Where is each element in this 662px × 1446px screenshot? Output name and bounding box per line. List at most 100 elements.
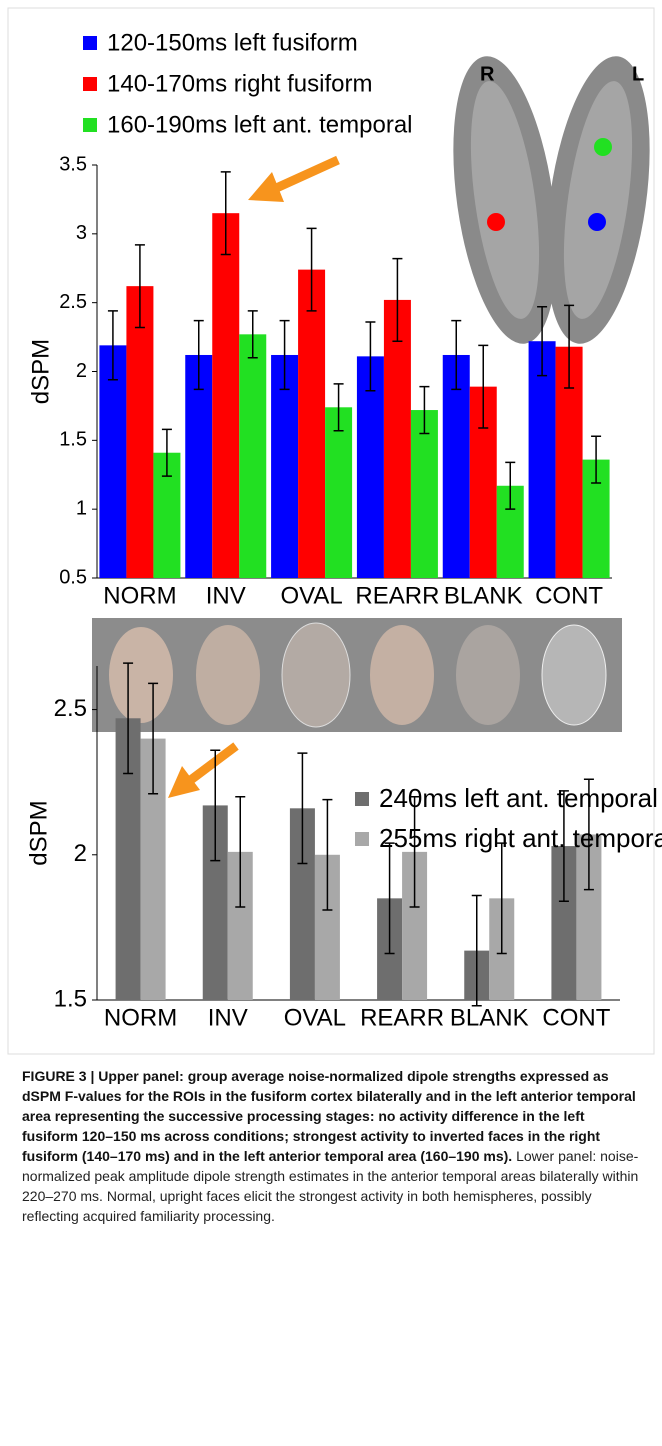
error-bar	[419, 385, 430, 435]
figure-border	[7, 7, 655, 1055]
brain: R L	[453, 56, 650, 344]
legend-label: 120-150ms left fusiform	[107, 29, 358, 56]
bar	[410, 410, 438, 578]
x-tick-label: INV	[208, 1004, 248, 1031]
bar	[185, 354, 213, 578]
error-bar	[235, 795, 246, 908]
x-tick-label: NORM	[103, 582, 176, 609]
bar	[442, 354, 470, 578]
face	[109, 627, 173, 723]
brain-fold	[470, 81, 540, 319]
error-bar	[558, 790, 569, 903]
bar	[298, 269, 326, 578]
legend-swatch	[83, 118, 97, 132]
error-bar	[210, 749, 221, 862]
arrow-head	[248, 172, 284, 202]
caption-bold: FIGURE 3 | Upper panel: group average no…	[22, 1068, 636, 1164]
y-tick-label: 2.5	[59, 291, 87, 313]
error-bar	[220, 171, 231, 256]
bar	[383, 299, 411, 578]
y-tick-label: 2	[76, 360, 87, 382]
face	[196, 625, 260, 725]
error-bar	[409, 795, 420, 908]
bar	[126, 286, 154, 578]
error-bar	[148, 682, 159, 795]
y-tick-label: 2	[74, 840, 87, 867]
x-tick-label: BLANK	[450, 1004, 529, 1031]
y-tick-label: 1.5	[54, 985, 87, 1012]
y-tick-label: 2.5	[54, 695, 87, 722]
caption: FIGURE 3 | Upper panel: group average no…	[22, 1066, 642, 1226]
error-bar	[134, 244, 145, 329]
face	[370, 625, 434, 725]
error-bar	[297, 752, 308, 865]
caption-text: Lower panel: noise-normalized peak ampli…	[22, 1148, 639, 1224]
x-tick-label: OVAL	[284, 1004, 346, 1031]
error-bar	[583, 778, 594, 891]
arrow	[168, 155, 340, 798]
faces-background	[92, 618, 622, 732]
roi-dot	[594, 138, 612, 156]
legend-label: 255ms right ant. temporal	[379, 823, 662, 853]
error-bar	[279, 319, 290, 391]
x-tick-label: OVAL	[280, 582, 342, 609]
bar	[239, 334, 267, 578]
arrow-head	[168, 766, 200, 798]
error-bar	[306, 227, 317, 312]
error-bar	[392, 257, 403, 342]
bar	[528, 341, 556, 578]
error-bar	[247, 310, 258, 359]
bar	[99, 345, 127, 578]
face	[456, 625, 520, 725]
x-tick-label: NORM	[104, 1004, 177, 1031]
y-tick-label: 0.5	[59, 566, 87, 588]
faces-strip	[92, 618, 622, 732]
y-tick-label: 3.5	[59, 153, 87, 175]
error-bar	[478, 344, 489, 429]
error-bar	[471, 894, 482, 1007]
y-axis-label: dSPM	[25, 800, 52, 865]
bar	[271, 354, 299, 578]
roi-dot	[487, 213, 505, 231]
error-bar	[107, 310, 118, 381]
y-tick-label: 3	[76, 222, 87, 244]
face	[281, 622, 351, 728]
error-bar	[505, 461, 516, 510]
error-bar	[564, 304, 575, 389]
legend-label: 140-170ms right fusiform	[107, 70, 372, 97]
error-bar	[161, 428, 172, 477]
legend-swatch	[355, 792, 369, 806]
bar	[356, 356, 384, 578]
error-bar	[333, 383, 344, 432]
x-tick-label: CONT	[535, 582, 603, 609]
arrow-shaft	[185, 742, 239, 786]
face	[541, 624, 607, 726]
legend-label: 240ms left ant. temporal	[379, 783, 658, 813]
bar	[212, 213, 240, 578]
x-tick-label: REARR	[360, 1004, 444, 1031]
brain-fold	[563, 81, 633, 319]
error-bar	[123, 662, 134, 775]
y-axis-label: dSPM	[27, 339, 54, 404]
bar	[325, 407, 353, 578]
legend-swatch	[355, 832, 369, 846]
x-tick-label: REARR	[355, 582, 439, 609]
roi-dot	[588, 213, 606, 231]
error-bar	[322, 798, 333, 911]
y-tick-label: 1	[76, 497, 87, 519]
x-tick-label: INV	[206, 582, 246, 609]
error-bar	[496, 842, 507, 955]
legend-label: 160-190ms left ant. temporal	[107, 111, 413, 138]
arrow-shaft	[270, 155, 340, 195]
error-bar	[537, 306, 548, 377]
legend-swatch	[83, 36, 97, 50]
error-bar	[365, 321, 376, 392]
error-bar	[591, 435, 602, 484]
brain-label: R	[480, 63, 495, 85]
legend-swatch	[83, 77, 97, 91]
y-tick-label: 1.5	[59, 429, 87, 451]
x-tick-label: BLANK	[444, 582, 523, 609]
error-bar	[193, 319, 204, 391]
